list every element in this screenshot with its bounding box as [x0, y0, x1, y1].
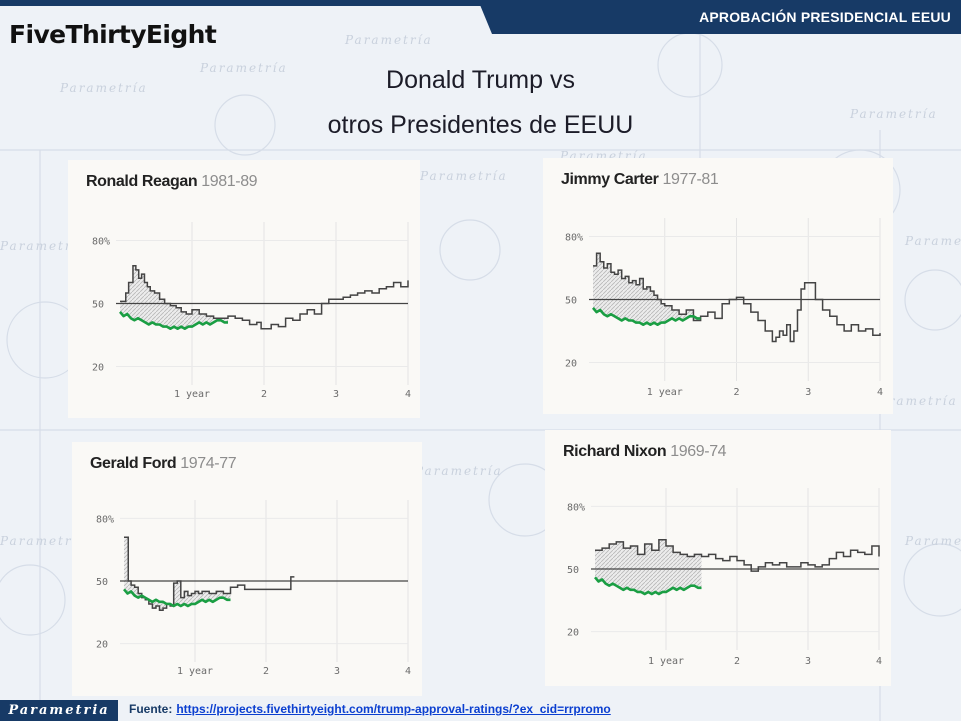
source-label: Fuente: — [129, 702, 173, 716]
x-tick-label: 2 — [261, 389, 267, 400]
chart-panel-carter: Jimmy Carter 1977-81 80% 50 20 1 year 2 3 4 — [543, 158, 893, 414]
trump-approval-line — [123, 588, 231, 608]
svg-text:Parametría: Parametría — [0, 239, 88, 253]
x-tick-label: 3 — [805, 656, 811, 667]
president-years: 1977-81 — [662, 171, 719, 188]
svg-text:Parametría: Parametría — [0, 534, 88, 548]
x-tick-label: 4 — [405, 389, 411, 400]
approval-gap-area — [595, 539, 702, 595]
y-tick-label: 20 — [92, 363, 104, 374]
chart-title: Gerald Ford 1974-77 — [90, 455, 237, 473]
y-tick-label: 80% — [96, 514, 114, 525]
x-tick-label: 4 — [876, 656, 882, 667]
president-years: 1969-74 — [670, 443, 727, 460]
x-tick-label: 3 — [333, 389, 339, 400]
fivethirtyeight-logo: FiveThirtyEight — [9, 20, 217, 49]
page-title-line2: otros Presidentes de EEUU — [327, 111, 634, 139]
y-tick-label: 20 — [565, 359, 577, 370]
chart-panel-nixon: Richard Nixon 1969-74 80% 50 20 1 year 2 3 4 — [545, 430, 891, 686]
y-tick-label: 50 — [96, 577, 108, 588]
y-tick-label: 50 — [567, 565, 579, 576]
y-tick-label: 50 — [92, 300, 104, 311]
chart-panel-ford: Gerald Ford 1974-77 80% 50 20 1 year 2 3 4 — [72, 442, 422, 696]
x-tick-label: 2 — [733, 387, 739, 398]
chart-svg: 80% 50 20 1 year 2 3 4 — [96, 500, 411, 677]
president-approval-line — [124, 536, 295, 611]
president-approval-line — [595, 539, 880, 572]
chart-panel-reagan: Ronald Reagan 1981-89 80% 50 20 1 year 2 3 4 — [68, 160, 420, 418]
x-tick-label: 1 year — [647, 387, 683, 398]
svg-text:Parametría: Parametría — [199, 61, 288, 75]
president-approval-line — [120, 264, 409, 330]
x-tick-label: 2 — [263, 666, 269, 677]
source-link[interactable]: https://projects.fivethirtyeight.com/tru… — [176, 702, 611, 716]
chart-svg: 80% 50 20 1 year 2 3 4 — [567, 488, 882, 667]
page-title-line1: Donald Trump vs — [386, 66, 575, 94]
svg-text:Parametría: Parametría — [419, 169, 508, 183]
trump-approval-line — [119, 311, 228, 330]
svg-text:Parametría: Parametría — [414, 464, 503, 478]
approval-gap-area — [124, 537, 231, 611]
svg-text:Parametría: Parametría — [849, 107, 938, 121]
chart-title: Richard Nixon 1969-74 — [563, 443, 727, 461]
president-name: Jimmy Carter — [561, 171, 659, 188]
chart-svg: 80% 50 20 1 year 2 3 4 — [565, 218, 883, 398]
y-tick-label: 20 — [567, 628, 579, 639]
y-tick-label: 80% — [92, 237, 110, 248]
president-approval-line — [593, 252, 881, 343]
x-tick-label: 2 — [734, 656, 740, 667]
president-name: Ronald Reagan — [86, 173, 198, 190]
svg-text:Parametría: Parametría — [904, 234, 961, 248]
x-tick-label: 4 — [877, 387, 883, 398]
president-name: Gerald Ford — [90, 455, 177, 472]
source-line: Fuente: https://projects.fivethirtyeight.… — [129, 702, 611, 716]
y-tick-label: 20 — [96, 640, 108, 651]
svg-text:Parametría: Parametría — [904, 534, 961, 548]
president-name: Richard Nixon — [563, 443, 667, 460]
trump-approval-line — [594, 576, 702, 596]
chart-title: Ronald Reagan 1981-89 — [86, 173, 258, 191]
x-tick-label: 4 — [405, 666, 411, 677]
svg-text:Parametría: Parametría — [59, 81, 148, 95]
x-tick-label: 1 year — [174, 389, 210, 400]
y-tick-label: 80% — [565, 233, 583, 244]
section-tab: APROBACIÓN PRESIDENCIAL EEUU — [478, 0, 961, 34]
chart-title: Jimmy Carter 1977-81 — [561, 171, 719, 189]
x-tick-label: 3 — [334, 666, 340, 677]
section-title: APROBACIÓN PRESIDENCIAL EEUU — [699, 9, 951, 25]
approval-gap-area — [120, 265, 228, 329]
trump-approval-line — [592, 307, 701, 326]
president-years: 1981-89 — [201, 173, 258, 190]
x-tick-label: 1 year — [177, 666, 213, 677]
x-tick-label: 1 year — [648, 656, 684, 667]
y-tick-label: 50 — [565, 296, 577, 307]
y-tick-label: 80% — [567, 502, 585, 513]
parametria-logo: Parametria — [0, 700, 118, 721]
chart-svg: 80% 50 20 1 year 2 3 4 — [92, 222, 411, 400]
x-tick-label: 3 — [805, 387, 811, 398]
president-years: 1974-77 — [180, 455, 237, 472]
svg-text:Parametría: Parametría — [344, 33, 433, 47]
